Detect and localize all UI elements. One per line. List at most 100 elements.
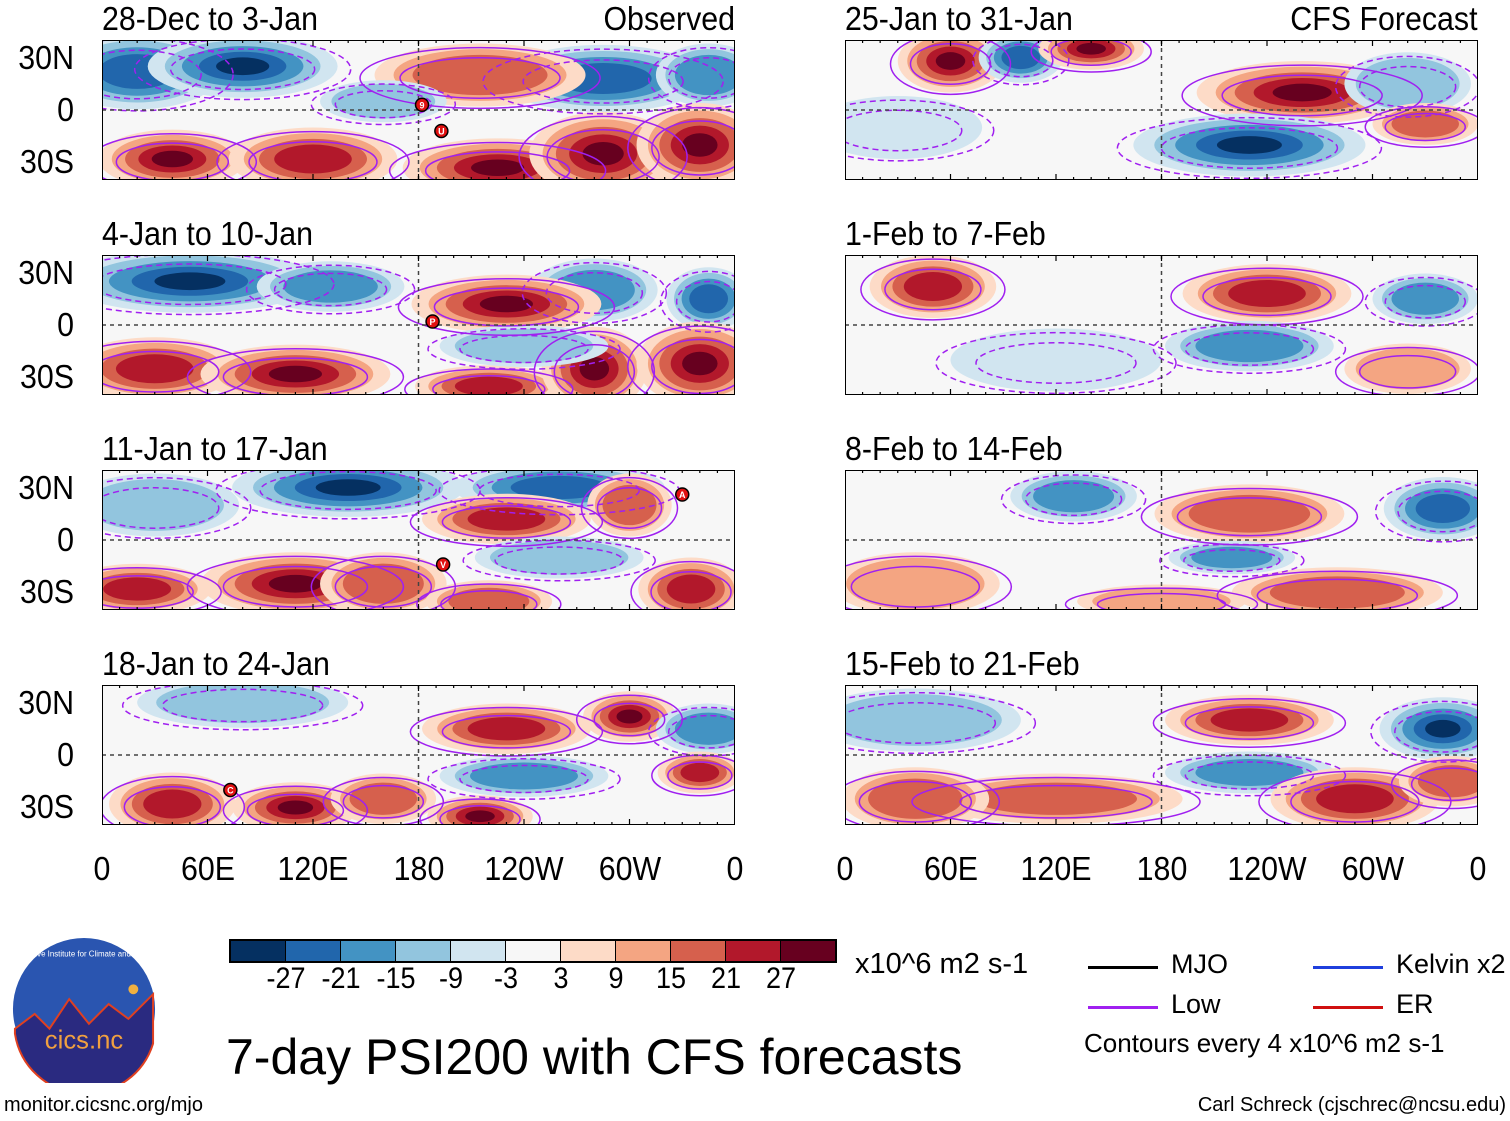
psi-contour [1024,482,1123,517]
lat-tick-label: 0 [57,91,74,128]
psi-contour [427,328,621,370]
psi-contour [1384,112,1467,142]
anomaly-fill [689,284,729,314]
anomaly-fill [868,778,963,819]
psi-contour [433,287,580,327]
anomaly-fill [454,376,523,395]
anomaly-fill [666,574,716,604]
psi-contour [222,785,369,825]
panel-tag: CFS Forecast [1290,0,1478,37]
psi-contour [1184,332,1315,366]
lon-tick-label: 60W [598,850,661,887]
anomaly-fill [510,475,608,500]
psi-contour [459,764,589,794]
psi-contour [439,805,521,825]
anomaly-fill [616,709,643,724]
anomaly-fill [1033,480,1115,513]
legend-label: Low [1171,989,1221,1019]
lon-tick-label: 60E [180,850,235,887]
tropical-cyclone-icon: A [675,487,690,502]
lat-tick-label: 30N [18,39,74,76]
author-credit: Carl Schreck (cjschrec@ncsu.edu) [1197,1094,1506,1116]
map-panel [845,255,1478,395]
psi-contour [1184,706,1315,740]
anomaly-fill [682,351,718,376]
colorbar-swatch [286,941,341,961]
svg-text:P: P [430,317,436,327]
legend-label: MJO [1171,949,1228,979]
psi-contour [1152,754,1347,797]
anomaly-fill [465,810,495,823]
psi-contour [1170,267,1364,326]
psi-contour [399,57,561,99]
psi-contour [342,784,425,819]
psi-contour [545,272,644,314]
psi-contour [102,40,234,112]
psi-contour [121,685,364,731]
psi-contour [667,761,733,790]
anomaly-fill [467,717,546,741]
anomaly-fill [315,479,381,496]
anomaly-fill [489,540,629,575]
psi-contour [889,40,1012,96]
psi-contour [409,706,604,757]
psi-contour [494,546,624,575]
psi-contour [935,331,1177,395]
anomaly-fill [143,789,202,819]
psi-contour [596,487,663,529]
svg-text:A: A [679,490,686,500]
psi-contour [478,473,640,508]
psi-contour [1183,548,1281,573]
psi-contour [440,590,538,610]
psi-contour [102,476,252,540]
legend-line [1088,966,1158,969]
colorbar-tick: 15 [655,962,687,995]
psi-contour [845,555,1013,610]
anomaly-fill [471,159,525,176]
legend-label: Kelvin x2 [1396,949,1506,979]
panel-title: 15-Feb to 21-Feb [845,645,1080,682]
psi-contour [388,141,607,180]
anomaly-fill [582,141,624,166]
anomaly-fill [115,354,194,384]
colorbar-swatch [451,941,506,961]
anomaly-fill [1195,329,1304,363]
colorbar-swatch [726,941,781,961]
lon-tick-label: 120W [484,850,564,887]
psi-contour [593,702,666,737]
psi-contour [1152,697,1347,749]
psi-contour [1064,587,1259,610]
colorbar-tick: -15 [376,962,416,995]
site-url: monitor.cicsnc.org/mjo [4,1094,203,1116]
anomaly-fill [454,328,594,364]
psi-contour [441,505,572,539]
psi-contour [1364,106,1478,148]
panel-title: 28-Dec to 3-Jan [102,0,319,37]
psi-contour [630,560,735,610]
psi-contour [334,90,433,119]
colorbar-tick: 9 [608,962,624,995]
psi-contour [359,46,601,110]
psi-contour [845,770,1001,825]
lat-tick-label: 30S [19,143,74,180]
psi-contour [1160,127,1339,169]
lat-tick-label: 30N [18,469,74,506]
psi-contour [334,565,433,608]
lon-tick-label: 0 [93,850,111,887]
psi-contour [850,565,981,608]
anomaly-fill [103,577,172,601]
map-panel [845,40,1478,180]
psi-contour [216,130,410,180]
psi-contour [186,555,405,610]
anomaly-fill [1391,110,1460,138]
colorbar-swatch [616,941,671,961]
lon-tick-label: 120E [1020,850,1092,887]
lat-tick-label: 0 [57,521,74,558]
colorbar-tick: 3 [553,962,569,995]
psi-contour [102,350,220,393]
psi-contour [650,571,732,610]
lat-tick-label: 0 [57,306,74,343]
tropical-cyclone-icon: P [425,314,440,329]
map-panel [845,685,1478,825]
lon-tick-label: 120E [277,850,349,887]
